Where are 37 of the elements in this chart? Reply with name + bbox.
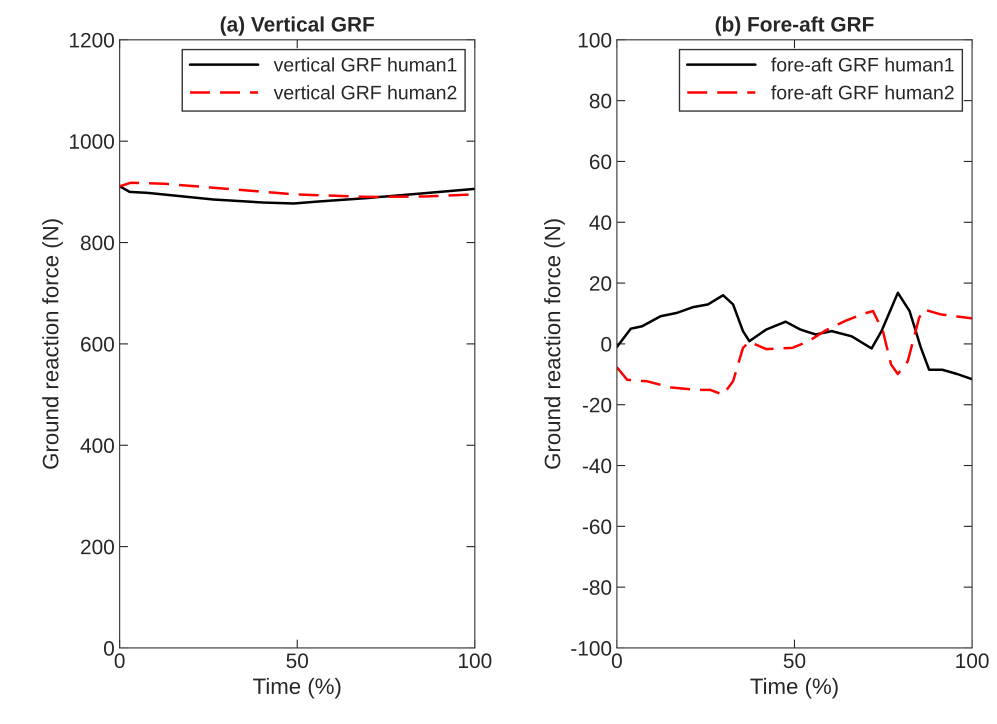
line-series: [616, 308, 972, 396]
y-tick-label: 0: [104, 640, 114, 656]
legend-label: vertical GRF human2: [274, 85, 456, 100]
x-tick-label: 100: [956, 653, 989, 668]
y-tick-label: 1000: [70, 134, 114, 149]
y-tick-label: 100: [578, 32, 612, 48]
y-tick-label: 400: [80, 438, 114, 454]
y-tick-label: 600: [81, 336, 114, 352]
x-tick-label: 100: [459, 653, 492, 668]
x-tick-label: 0: [612, 653, 622, 668]
y-tick-label: 40: [589, 215, 612, 230]
y-tick-label: -100: [571, 640, 612, 656]
line-series: [616, 292, 972, 380]
y-tick-label: 800: [80, 236, 114, 250]
x-tick-label: 50: [286, 653, 308, 668]
y-tick-label: -20: [582, 398, 612, 412]
legend-label: vertical GRF human1: [274, 57, 456, 72]
x-tick-label: 0: [114, 653, 125, 668]
y-tick-label: 0: [601, 336, 612, 352]
x-tick-label: 50: [784, 653, 806, 668]
y-tick-label: 1200: [70, 32, 114, 48]
y-tick-label: -40: [582, 458, 612, 474]
line-series: [120, 185, 475, 205]
y-tick-label: -60: [582, 519, 612, 534]
y-tick-label: 200: [81, 540, 114, 554]
legend-label: fore-aft GRF human1: [771, 57, 954, 72]
y-axis-title: Ground reaction force (N): [42, 219, 63, 469]
y-axis-title: Ground reaction force (N): [544, 219, 565, 469]
chart-title: (a) Vertical GRF: [220, 16, 374, 36]
legend-label: fore-aft GRF human2: [771, 85, 954, 100]
y-tick-label: 60: [590, 154, 612, 170]
y-tick-label: 80: [590, 94, 612, 108]
chart-title: (b) Fore-aft GRF: [716, 16, 874, 36]
x-axis-title: Time (%): [253, 678, 340, 699]
y-tick-label: 20: [590, 276, 612, 291]
x-axis-title: Time (%): [750, 678, 838, 699]
y-tick-label: -80: [582, 580, 612, 595]
